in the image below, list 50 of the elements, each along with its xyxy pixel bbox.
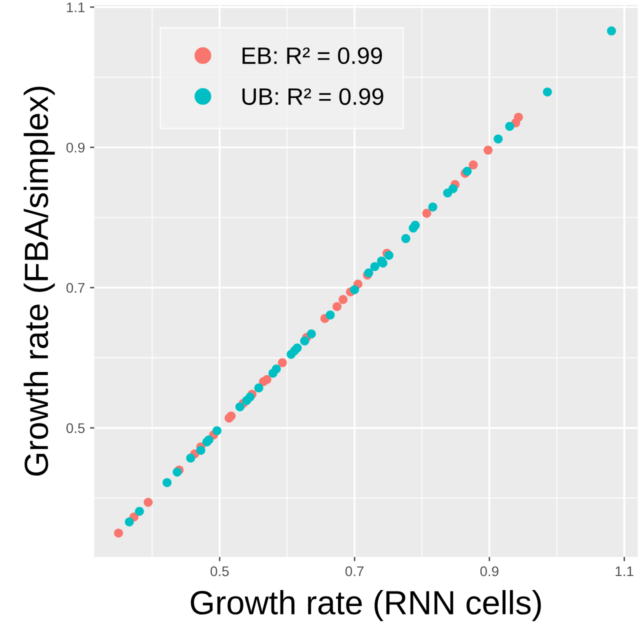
point — [401, 234, 410, 244]
point — [606, 26, 616, 36]
point — [254, 383, 264, 392]
point — [332, 302, 342, 312]
point — [235, 402, 244, 412]
point — [246, 392, 255, 402]
y-tick-label: 0.5 — [66, 423, 85, 434]
point — [134, 506, 144, 516]
x-tick-label: 1.1 — [616, 566, 634, 576]
point — [422, 208, 432, 218]
point — [428, 202, 438, 212]
point — [124, 517, 134, 526]
point — [468, 160, 478, 170]
point — [484, 146, 493, 155]
point — [378, 258, 388, 268]
point — [212, 426, 222, 436]
point — [542, 87, 552, 96]
point — [162, 478, 172, 488]
point — [226, 411, 236, 420]
point — [144, 498, 153, 507]
x-tick-label: 0.5 — [210, 566, 229, 576]
point — [292, 343, 302, 352]
y-tick-label: 1.1 — [66, 2, 85, 12]
y-axis-title: Growth rate (FBA/simplex) — [24, 86, 55, 476]
point — [262, 375, 272, 384]
point — [494, 134, 503, 144]
point — [196, 446, 206, 455]
point — [186, 454, 196, 463]
point — [300, 336, 310, 346]
point — [505, 122, 514, 131]
y-tick-label: 0.9 — [66, 142, 85, 153]
point — [448, 184, 458, 194]
point — [364, 268, 374, 278]
point — [514, 112, 523, 122]
point — [350, 285, 360, 294]
y-tick-label: 0.7 — [66, 282, 85, 293]
legend-label: EB: R² = 0.99 — [242, 47, 382, 64]
point — [326, 310, 335, 320]
point — [410, 220, 420, 230]
point — [114, 528, 124, 538]
x-tick-label: 0.9 — [480, 566, 498, 576]
x-axis-title: Growth rate (RNN cells) — [190, 590, 541, 622]
point — [306, 329, 316, 338]
point — [338, 295, 348, 304]
point — [172, 468, 182, 477]
point — [278, 358, 287, 368]
x-tick-label: 0.7 — [345, 566, 364, 576]
legend-label: UB: R² = 0.99 — [242, 88, 384, 105]
point — [370, 262, 380, 272]
point — [272, 364, 281, 374]
